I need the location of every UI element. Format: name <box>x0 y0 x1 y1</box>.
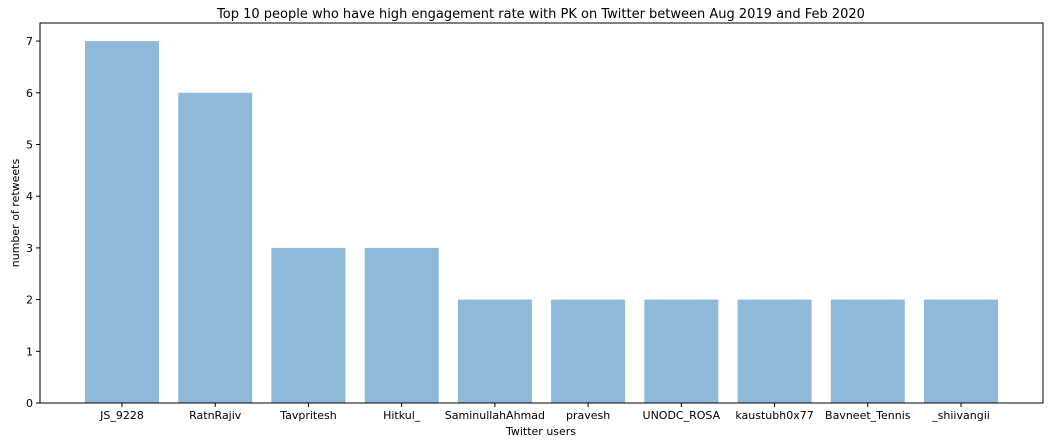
bar <box>271 247 346 403</box>
x-tick-label: Tavpritesh <box>279 409 337 422</box>
x-axis-ticks: JS_9228 RatnRajiv Tavpritesh Hitkul_ Saminul… <box>99 403 990 422</box>
x-tick-label: pravesh <box>566 409 610 422</box>
bar <box>457 299 532 403</box>
y-tick-label: 6 <box>26 87 33 100</box>
x-tick-label: JS_9228 <box>99 409 144 422</box>
x-tick-label: UNODC_ROSA <box>643 409 721 422</box>
x-tick-label: SaminullahAhmad <box>445 409 545 422</box>
y-tick-label: 5 <box>26 138 33 151</box>
chart-title: Top 10 people who have high engagement r… <box>216 7 865 22</box>
bar <box>737 299 812 403</box>
plot-frame <box>39 22 1044 404</box>
bar <box>830 299 905 403</box>
bar <box>178 92 253 404</box>
x-axis-label: Twitter users <box>505 425 576 438</box>
y-axis-label: number of retweets <box>9 159 22 268</box>
y-tick-label: 4 <box>26 190 33 203</box>
bar <box>364 247 439 403</box>
y-tick-label: 0 <box>26 397 33 410</box>
bar <box>551 299 626 403</box>
x-tick-label: RatnRajiv <box>189 409 242 422</box>
x-tick-label: kaustubh0x77 <box>735 409 813 422</box>
y-axis-ticks: 0 1 2 3 4 5 6 7 <box>26 35 40 410</box>
bar <box>924 299 998 403</box>
bar <box>644 299 719 403</box>
y-tick-label: 2 <box>26 294 33 307</box>
y-tick-label: 7 <box>26 35 33 48</box>
x-tick-label: Hitkul_ <box>383 409 421 422</box>
y-tick-label: 1 <box>26 345 33 358</box>
x-tick-label: Bavneet_Tennis <box>825 409 911 422</box>
x-tick-label: _shiivangii <box>931 409 990 422</box>
y-tick-label: 3 <box>26 242 33 255</box>
bar <box>85 41 159 403</box>
bars-layer <box>85 41 998 404</box>
